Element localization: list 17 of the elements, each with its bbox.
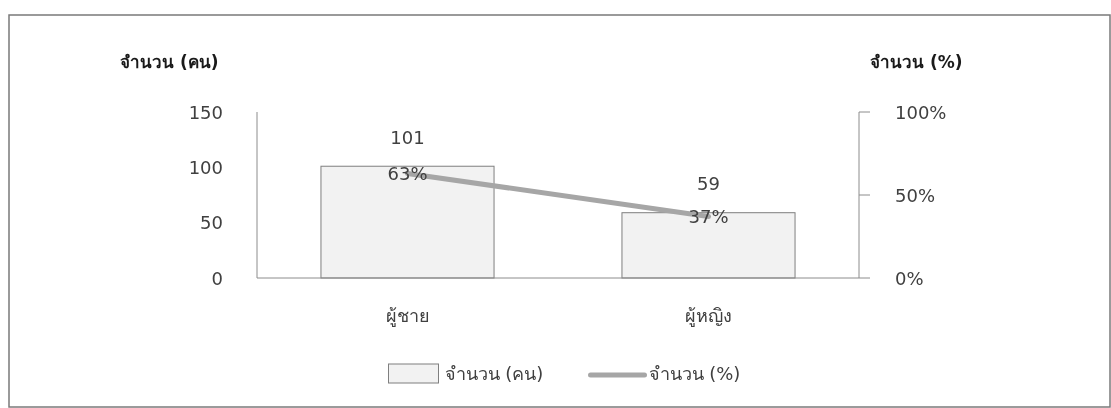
y2-tick-label: 50%: [895, 184, 936, 206]
x-tick-label: ผู้ชาย: [385, 304, 430, 327]
data-label: 59: [697, 173, 720, 195]
legend-label: จำนวน (คน): [444, 362, 544, 384]
y-tick-label: 50: [200, 212, 223, 234]
data-label: 63%: [387, 162, 428, 184]
y2-tick-label: 0%: [895, 267, 924, 289]
y2-axis-title: จำนวน (%): [870, 52, 963, 72]
y-tick-label: 100: [188, 156, 223, 178]
x-tick-label: ผู้หญิง: [685, 304, 732, 327]
legend-label: จำนวน (%): [648, 362, 741, 384]
y2-tick-label: 100%: [895, 101, 947, 123]
y-tick-label: 150: [188, 101, 223, 123]
data-label: 37%: [688, 206, 729, 228]
y-axis-title: จำนวน (คน): [120, 52, 219, 72]
data-label: 101: [390, 126, 425, 148]
y-tick-label: 0: [211, 267, 223, 289]
